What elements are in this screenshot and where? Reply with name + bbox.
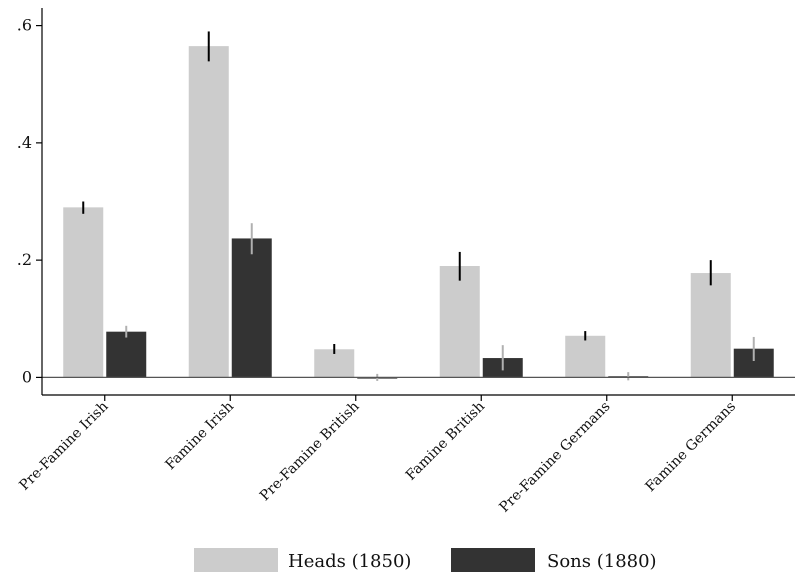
y-tick-label: 0: [22, 367, 32, 386]
y-tick-label: .2: [17, 250, 32, 269]
legend-label: Sons (1880): [547, 551, 657, 572]
bar: [565, 335, 606, 378]
y-tick-label: .4: [17, 133, 32, 152]
bar: [106, 331, 147, 378]
legend-swatch: [194, 548, 278, 572]
x-tick-label: Famine Germans: [642, 399, 739, 496]
error-bars-layer: [82, 31, 755, 381]
bar: [63, 207, 104, 378]
y-tick-label: .6: [17, 16, 32, 35]
x-tick-label: Pre-Famine Germans: [496, 399, 613, 516]
x-tick-label: Pre-Famine British: [257, 399, 363, 505]
bars-layer: [63, 46, 774, 379]
y-axis-ticks: 0 .2 .4 .6: [17, 16, 42, 386]
legend-swatch: [451, 548, 535, 572]
x-axis-ticks: Pre-Famine Irish Famine Irish Pre-Famine B…: [16, 395, 739, 516]
x-tick-label: Pre-Famine Irish: [16, 399, 111, 494]
legend: Heads (1850) Sons (1880): [194, 548, 657, 572]
x-tick-label: Famine Irish: [162, 399, 237, 474]
bar: [231, 238, 272, 378]
bar: [188, 46, 229, 378]
legend-label: Heads (1850): [288, 551, 411, 572]
x-tick-label: Famine British: [403, 399, 488, 484]
bar: [690, 273, 731, 378]
bar: [439, 266, 480, 378]
